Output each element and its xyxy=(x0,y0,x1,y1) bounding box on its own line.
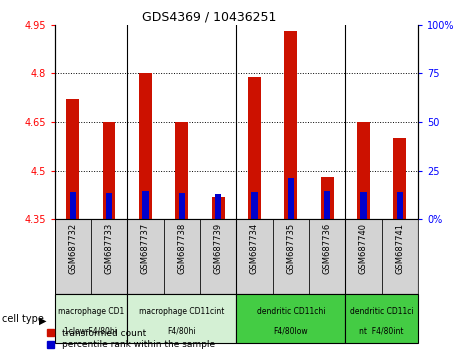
Text: F4/80hi: F4/80hi xyxy=(168,326,196,336)
Bar xyxy=(237,294,345,343)
Bar xyxy=(212,197,225,219)
Bar xyxy=(345,294,418,343)
Bar xyxy=(251,192,258,219)
Bar xyxy=(381,219,418,294)
Bar xyxy=(139,74,152,219)
Text: GSM687732: GSM687732 xyxy=(68,223,77,274)
Text: macrophage CD11cint: macrophage CD11cint xyxy=(139,307,225,316)
Bar xyxy=(357,122,370,219)
Text: GSM687733: GSM687733 xyxy=(104,223,114,274)
Bar xyxy=(179,193,185,219)
Text: F4/80low: F4/80low xyxy=(274,326,308,336)
Bar xyxy=(237,219,273,294)
Bar xyxy=(66,99,79,219)
Text: dendritic CD11ci: dendritic CD11ci xyxy=(350,307,413,316)
Bar xyxy=(324,191,331,219)
Text: GSM687739: GSM687739 xyxy=(214,223,223,274)
Text: GSM687736: GSM687736 xyxy=(323,223,332,274)
Text: GSM687740: GSM687740 xyxy=(359,223,368,274)
Bar xyxy=(163,219,200,294)
Bar xyxy=(200,219,237,294)
Bar xyxy=(106,193,113,219)
Bar xyxy=(91,219,127,294)
Text: GDS4369 / 10436251: GDS4369 / 10436251 xyxy=(142,11,276,24)
Text: ▶: ▶ xyxy=(39,315,47,325)
Bar xyxy=(175,122,188,219)
Text: dendritic CD11chi: dendritic CD11chi xyxy=(256,307,325,316)
Bar xyxy=(127,294,237,343)
Bar xyxy=(287,178,294,219)
Bar xyxy=(397,192,403,219)
Bar xyxy=(393,138,406,219)
Bar xyxy=(69,192,76,219)
Bar xyxy=(127,219,163,294)
Text: macrophage CD1: macrophage CD1 xyxy=(58,307,124,316)
Legend: transformed count, percentile rank within the sample: transformed count, percentile rank withi… xyxy=(48,329,215,349)
Text: GSM687741: GSM687741 xyxy=(395,223,404,274)
Text: GSM687735: GSM687735 xyxy=(286,223,295,274)
Text: GSM687737: GSM687737 xyxy=(141,223,150,274)
Text: GSM687738: GSM687738 xyxy=(177,223,186,274)
Bar xyxy=(55,294,127,343)
Bar xyxy=(345,219,381,294)
Bar xyxy=(248,77,261,219)
Bar xyxy=(103,122,115,219)
Bar xyxy=(273,219,309,294)
Text: cell type: cell type xyxy=(2,314,44,324)
Bar xyxy=(309,219,345,294)
Bar xyxy=(285,31,297,219)
Bar xyxy=(321,177,333,219)
Text: nt  F4/80int: nt F4/80int xyxy=(360,326,404,336)
Text: 1clow F4/80hi: 1clow F4/80hi xyxy=(65,326,117,336)
Bar xyxy=(360,192,367,219)
Bar xyxy=(142,191,149,219)
Bar xyxy=(215,194,221,219)
Bar xyxy=(55,219,91,294)
Text: GSM687734: GSM687734 xyxy=(250,223,259,274)
